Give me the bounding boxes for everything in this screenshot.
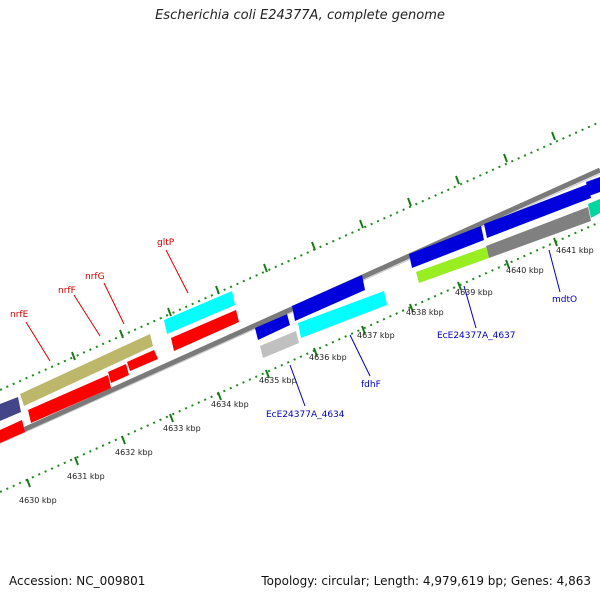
feature-red (0, 420, 25, 443)
kbp-label: 4638 kbp (406, 308, 444, 317)
feature-blue (484, 184, 591, 238)
tick-row-outer (0, 121, 600, 391)
feature-teal (588, 199, 600, 218)
feature-blue (409, 226, 484, 268)
major-ticks-outer (71, 131, 556, 361)
major-ticks (26, 237, 558, 488)
accession-text: Accession: NC_009801 (9, 574, 146, 588)
kbp-labels: 4630 kbp 4631 kbp 4632 kbp 4633 kbp 4634… (19, 246, 594, 505)
gene-label-EcE24377A_4637: EcE24377A_4637 (437, 331, 516, 341)
reverse-features (0, 199, 600, 443)
gene-label-nrfG: nrfG (85, 272, 105, 282)
map-title: Escherichia coli E24377A, complete genom… (155, 8, 445, 23)
feature-khaki-nrfE (20, 334, 153, 406)
feature-navy (0, 397, 21, 421)
feature-red (127, 350, 158, 371)
forward-features (0, 177, 600, 421)
feature-grey (486, 207, 591, 258)
feature-cyan-gltP (164, 291, 235, 334)
kbp-label: 4635 kbp (259, 376, 297, 385)
feature-lime (416, 247, 489, 283)
kbp-label: 4633 kbp (163, 424, 201, 433)
kbp-label: 4639 kbp (455, 288, 493, 297)
gene-label-nrfE: nrfE (10, 310, 29, 320)
kbp-label: 4630 kbp (19, 496, 57, 505)
topology-text: Topology: circular; Length: 4,979,619 bp… (261, 574, 591, 588)
gene-label-gltP: gltP (157, 238, 175, 248)
feature-red-nrfF (28, 375, 111, 423)
gene-label-mdtO: mdtO (552, 295, 577, 305)
kbp-label: 4634 kbp (211, 400, 249, 409)
gene-label-nrfF: nrfF (58, 286, 76, 296)
kbp-label: 4636 kbp (309, 353, 347, 362)
kbp-label: 4637 kbp (357, 331, 395, 340)
tick-row-inner (0, 221, 600, 493)
feature-blue (292, 275, 365, 321)
feature-red-nrfG (108, 364, 129, 383)
kbp-label: 4640 kbp (506, 266, 544, 275)
kbp-label: 4631 kbp (67, 472, 105, 481)
kbp-label: 4641 kbp (556, 246, 594, 255)
feature-lightgrey (260, 331, 299, 358)
red-label-leaders (25, 249, 189, 362)
gene-labels: nrfE nrfF nrfG gltP EcE24377A_4634 fdhF … (10, 238, 577, 420)
kbp-label: 4632 kbp (115, 448, 153, 457)
blue-label-leaders (289, 249, 561, 407)
feature-red-gltP (171, 310, 239, 351)
gene-label-EcE24377A_4634: EcE24377A_4634 (266, 410, 345, 420)
feature-blue (586, 177, 600, 196)
feature-cyan-fdhF (298, 291, 387, 338)
feature-blue (255, 314, 290, 340)
gene-label-fdhF: fdhF (361, 380, 381, 390)
